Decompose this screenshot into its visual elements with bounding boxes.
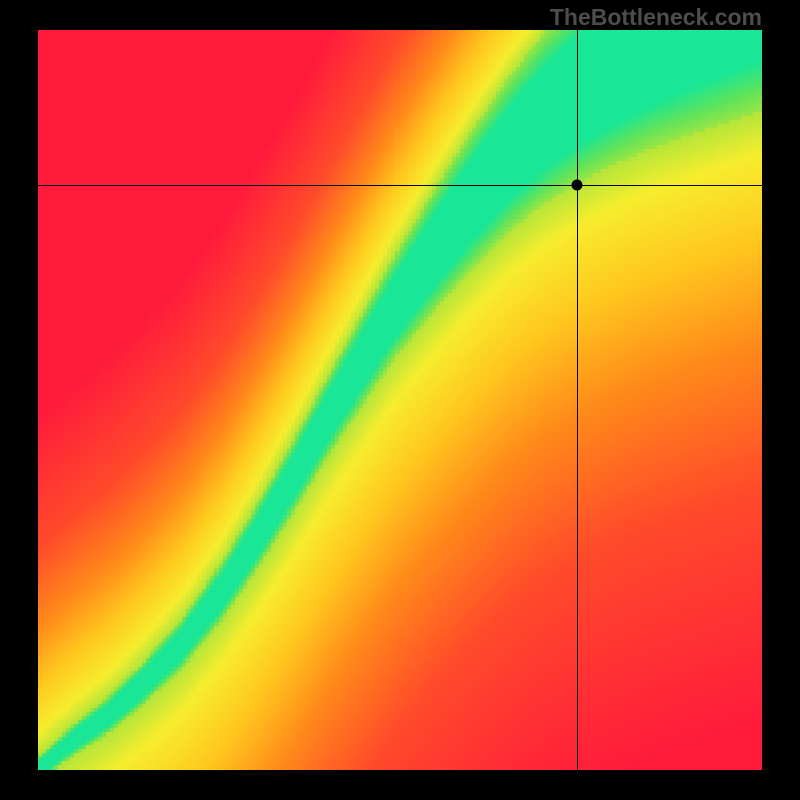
crosshair-vertical-line [577,30,578,770]
bottleneck-heatmap [38,30,762,770]
crosshair-horizontal-line [38,185,762,186]
watermark-text: TheBottleneck.com [550,4,762,31]
crosshair-marker [571,180,582,191]
